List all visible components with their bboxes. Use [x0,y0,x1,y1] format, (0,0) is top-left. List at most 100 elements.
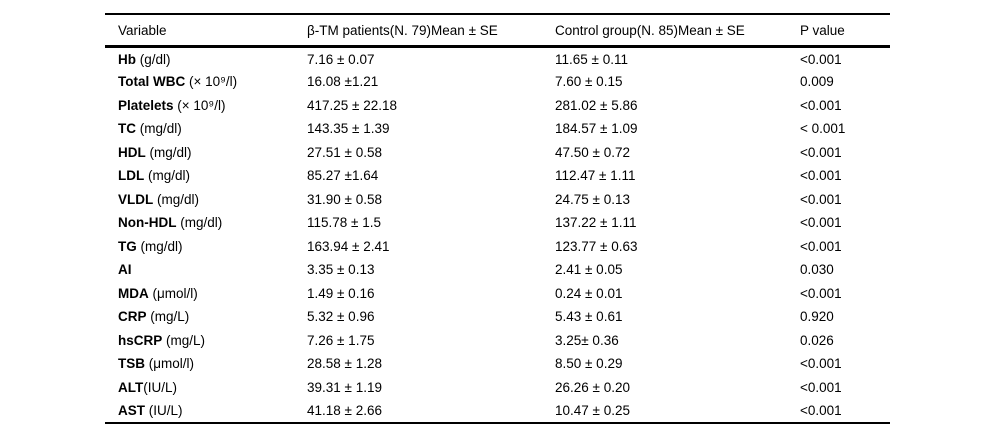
control-value-cell: 7.60 ± 0.15 [555,74,623,90]
pvalue-cell: <0.001 [800,168,842,184]
variable-unit: (g/dl) [136,51,171,67]
variable-cell: Hb (g/dl) [105,47,307,71]
pvalue-cell: <0.001 [800,144,842,160]
variable-cell: VLDL (mg/dl) [105,188,307,212]
table-row: Non-HDL (mg/dl) 115.78 ± 1.5 137.22 ± 1.… [105,211,890,235]
variable-name: HDL [118,144,146,160]
patients-value-cell: 41.18 ± 2.66 [307,402,382,418]
variable-name: AI [118,262,132,278]
table-body: Hb (g/dl) 7.16 ± 0.07 11.65 ± 0.11 <0.00… [105,47,890,423]
patients-value-cell: 1.49 ± 0.16 [307,285,375,301]
pvalue-cell: 0.026 [800,332,834,348]
control-value-cell: 26.26 ± 0.20 [555,379,630,395]
table-row: AST (IU/L) 41.18 ± 2.66 10.47 ± 0.25 <0.… [105,399,890,423]
variable-name: TG [118,238,137,254]
pvalue-cell: <0.001 [800,356,842,372]
control-value-cell: 137.22 ± 1.11 [555,215,637,231]
variable-cell: LDL (mg/dl) [105,164,307,188]
variable-name: TC [118,121,136,137]
variable-unit: (μmol/l) [148,285,198,301]
variable-unit: (mg/dl) [144,168,191,184]
variable-unit: (μmol/l) [145,356,195,372]
variable-unit: (mg/dl) [176,215,223,231]
pvalue-cell: < 0.001 [800,121,846,137]
table-row: Total WBC (× 10⁹/l) 16.08 ±1.21 7.60 ± 0… [105,70,890,94]
pvalue-cell: 0.030 [800,262,834,278]
col-header-patients: β-TM patients(N. 79)Mean ± SE [307,22,498,38]
table-row: MDA (μmol/l) 1.49 ± 0.16 0.24 ± 0.01 <0.… [105,282,890,306]
variable-name: Hb [118,51,136,67]
control-value-cell: 11.65 ± 0.11 [555,51,628,67]
variable-name: CRP [118,309,147,325]
pvalue-cell: <0.001 [800,215,842,231]
variable-unit: (mg/dl) [153,191,200,207]
variable-unit: (IU/L) [145,402,183,418]
variable-unit: (mg/dl) [136,238,183,254]
patients-value-cell: 85.27 ±1.64 [307,168,379,184]
table-row: Hb (g/dl) 7.16 ± 0.07 11.65 ± 0.11 <0.00… [105,47,890,71]
patients-value-cell: 31.90 ± 0.58 [307,191,382,207]
header-row: Variable β-TM patients(N. 79)Mean ± SE C… [105,14,890,47]
variable-unit: (IU/L) [143,379,177,395]
patients-value-cell: 27.51 ± 0.58 [307,144,382,160]
col-header-pvalue: P value [800,22,845,38]
control-value-cell: 10.47 ± 0.25 [555,402,630,418]
variable-cell: TG (mg/dl) [105,235,307,259]
control-value-cell: 47.50 ± 0.72 [555,144,630,160]
table-row: ALT(IU/L) 39.31 ± 1.19 26.26 ± 0.20 <0.0… [105,376,890,400]
variable-name: Total WBC [118,74,186,90]
control-value-cell: 8.50 ± 0.29 [555,356,623,372]
variable-cell: AI [105,258,307,282]
table-row: LDL (mg/dl) 85.27 ±1.64 112.47 ± 1.11 <0… [105,164,890,188]
variable-cell: hsCRP (mg/L) [105,329,307,353]
pvalue-cell: 0.009 [800,74,834,90]
table-row: TSB (μmol/l) 28.58 ± 1.28 8.50 ± 0.29 <0… [105,352,890,376]
patients-value-cell: 16.08 ±1.21 [307,74,379,90]
patients-value-cell: 143.35 ± 1.39 [307,121,390,137]
table-row: TC (mg/dl) 143.35 ± 1.39 184.57 ± 1.09 <… [105,117,890,141]
variable-cell: AST (IU/L) [105,399,307,423]
variable-cell: TSB (μmol/l) [105,352,307,376]
variable-cell: Total WBC (× 10⁹/l) [105,70,307,94]
variable-unit: (× 10⁹/l) [185,74,238,90]
variable-name: hsCRP [118,332,163,348]
table-row: Platelets (× 10⁹/l) 417.25 ± 22.18 281.0… [105,94,890,118]
table-row: CRP (mg/L) 5.32 ± 0.96 5.43 ± 0.61 0.920 [105,305,890,329]
patients-vs-control-table: Variable β-TM patients(N. 79)Mean ± SE C… [105,13,890,424]
variable-cell: HDL (mg/dl) [105,141,307,165]
variable-name: Platelets [118,97,174,113]
control-value-cell: 123.77 ± 0.63 [555,238,638,254]
variable-name: MDA [118,285,149,301]
control-value-cell: 24.75 ± 0.13 [555,191,630,207]
control-value-cell: 5.43 ± 0.61 [555,309,623,325]
patients-value-cell: 3.35 ± 0.13 [307,262,375,278]
variable-name: Non-HDL [118,215,177,231]
variable-unit: (mg/dl) [136,121,182,137]
pvalue-cell: <0.001 [800,97,842,113]
control-value-cell: 0.24 ± 0.01 [555,285,623,301]
col-header-control: Control group(N. 85)Mean ± SE [555,22,745,38]
variable-unit: (× 10⁹/l) [173,97,226,113]
table-header: Variable β-TM patients(N. 79)Mean ± SE C… [105,14,890,47]
variable-unit: (mg/dl) [145,144,192,160]
pvalue-cell: 0.920 [800,309,834,325]
variable-cell: ALT(IU/L) [105,376,307,400]
control-value-cell: 184.57 ± 1.09 [555,121,638,137]
table-row: AI 3.35 ± 0.13 2.41 ± 0.05 0.030 [105,258,890,282]
patients-value-cell: 39.31 ± 1.19 [307,379,382,395]
table-row: VLDL (mg/dl) 31.90 ± 0.58 24.75 ± 0.13 <… [105,188,890,212]
variable-cell: CRP (mg/L) [105,305,307,329]
variable-name: ALT [118,379,144,395]
control-value-cell: 2.41 ± 0.05 [555,262,623,278]
table-row: TG (mg/dl) 163.94 ± 2.41 123.77 ± 0.63 <… [105,235,890,259]
control-value-cell: 112.47 ± 1.11 [555,168,636,184]
pvalue-cell: <0.001 [800,402,842,418]
pvalue-cell: <0.001 [800,191,842,207]
variable-cell: MDA (μmol/l) [105,282,307,306]
table-row: hsCRP (mg/L) 7.26 ± 1.75 3.25± 0.36 0.02… [105,329,890,353]
pvalue-cell: <0.001 [800,51,842,67]
control-value-cell: 281.02 ± 5.86 [555,97,638,113]
variable-cell: TC (mg/dl) [105,117,307,141]
patients-value-cell: 7.16 ± 0.07 [307,51,375,67]
variable-name: LDL [118,168,145,184]
